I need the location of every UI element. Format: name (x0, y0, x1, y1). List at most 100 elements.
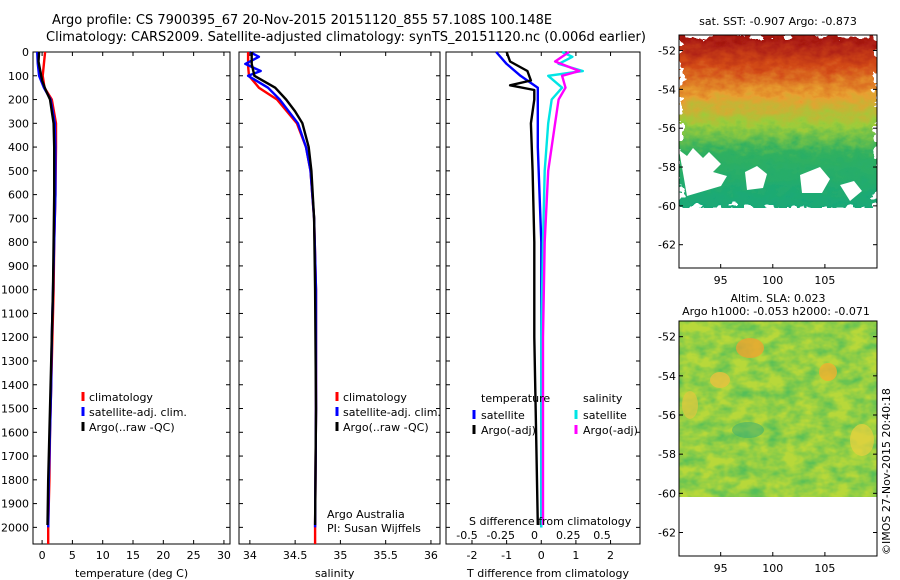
x-tick-label: -1 (501, 549, 512, 562)
sla_map-title-1: Altim. SLA: 0.023 (730, 292, 825, 305)
difference-panel: -2 -1 0 1 2 T difference from climatology temp… (445, 50, 641, 580)
temperature-panel: 0 100 200 300 400 500 600 700 800 900 1000 1100 1200… (1, 46, 231, 580)
plot-title-line-1: Argo profile: CS 7900395_67 20-Nov-2015 … (52, 13, 553, 28)
y-tick-label: 1000 (1, 284, 29, 297)
legend-label: climatology (89, 391, 153, 404)
x-axis-label: temperature (deg C) (75, 567, 188, 580)
plot-title-line-2: Climatology: CARS2009. Satellite-adjuste… (46, 30, 646, 45)
map-panels: -52 -54 -56 -58 -60 -62 95 100 105 sat. SST: -0.9… (658, 15, 878, 575)
annotation-text: PI: Susan Wijffels (327, 522, 421, 535)
y-tick-label: 300 (8, 117, 29, 130)
sla_map-title-2: Argo h1000: -0.053 h2000: -0.071 (682, 305, 870, 318)
legend-label: satellite-adj. clim. (89, 406, 187, 419)
x-tick-label-s: 0 (531, 529, 538, 542)
map-y-tick-label: -60 (658, 200, 676, 213)
y-tick-label: 1300 (1, 355, 29, 368)
x-tick-label: 2 (607, 549, 614, 562)
x-tick-label: 5 (69, 549, 76, 562)
map-y-tick-label: -58 (658, 161, 676, 174)
legend-label: satellite-adj. clim. (343, 406, 441, 419)
y-tick-label: 500 (8, 165, 29, 178)
x-tick-label: -2 (466, 549, 477, 562)
map-x-tick-label: 95 (714, 274, 728, 287)
profile-panels: 0100200300400500600700800900100011001200… (1, 46, 641, 580)
difference-axes-frame (445, 51, 641, 545)
top-axis-label: S difference from climatology (469, 515, 632, 528)
map-y-tick-label: -52 (658, 45, 676, 58)
legend-label: Argo(..raw -QC) (89, 421, 175, 434)
y-tick-label: 1900 (1, 498, 29, 511)
salinity-panel: 34 34.5 35 35.5 36 salinity climatology satelli… (238, 50, 441, 580)
series-satellite-adj--clim- (244, 50, 318, 528)
x-tick-label: 25 (187, 549, 201, 562)
annotation-text: Argo Australia (327, 508, 405, 521)
y-tick-label: 900 (8, 260, 29, 273)
map-x-tick-label: 105 (814, 274, 835, 287)
legend-label: satellite (481, 409, 525, 422)
x-tick-label-s: -0.25 (487, 529, 515, 542)
map-y-tick-label: -52 (658, 331, 676, 344)
sst-map-image (679, 35, 877, 208)
y-tick-label: 0 (22, 46, 29, 59)
legend-label: Argo(-adj) (481, 424, 536, 437)
y-tick-label: 1200 (1, 331, 29, 344)
map-y-tick-label: -62 (658, 527, 676, 540)
x-tick-label: 15 (126, 549, 140, 562)
map-x-tick-label: 100 (762, 562, 783, 575)
map-y-tick-label: -62 (658, 239, 676, 252)
map-x-tick-label: 100 (762, 274, 783, 287)
x-tick-label: 20 (156, 549, 170, 562)
x-tick-label: 34.5 (283, 549, 308, 562)
series-salinity-satellite (540, 50, 584, 528)
y-tick-label: 400 (8, 141, 29, 154)
salinity-axes-frame (238, 51, 441, 545)
y-tick-label: 200 (8, 94, 29, 107)
y-tick-label: 700 (8, 212, 29, 225)
series-temperature-argo--adj- (505, 51, 539, 526)
y-tick-label: 1100 (1, 307, 29, 320)
x-tick-label-s: 0.25 (556, 529, 581, 542)
y-tick-label: 2000 (1, 521, 29, 534)
map-x-tick-label: 105 (814, 562, 835, 575)
legend-label: climatology (343, 391, 407, 404)
x-tick-label: 36 (424, 549, 438, 562)
y-tick-label: 100 (8, 70, 29, 83)
x-tick-label-s: 0.5 (593, 529, 611, 542)
map-y-tick-label: -54 (658, 370, 676, 383)
x-tick-label-s: -0.5 (456, 529, 477, 542)
legend-label: Argo(..raw -QC) (343, 421, 429, 434)
series-climatology (246, 52, 318, 544)
sla-map-image (679, 321, 877, 497)
legend-title-temperature: temperature (481, 392, 550, 405)
legend-label: Argo(-adj) (583, 424, 638, 437)
series-argo---raw--qc- (250, 52, 318, 526)
x-axis-label: salinity (315, 567, 355, 580)
x-tick-label: 10 (96, 549, 110, 562)
legend-label: satellite (583, 409, 627, 422)
sla_map-axes: -52 -54 -56 -58 -60 -62 95 100 105 Altim. SLA: 0.… (658, 292, 878, 575)
y-tick-label: 600 (8, 189, 29, 202)
legend-title-salinity: salinity (583, 392, 623, 405)
y-tick-label: 1700 (1, 450, 29, 463)
temperature-axes-frame (32, 51, 231, 545)
sst_map-axes: -52 -54 -56 -58 -60 -62 95 100 105 sat. SST: -0.9… (658, 15, 878, 287)
map-y-tick-label: -58 (658, 448, 676, 461)
map-y-tick-label: -56 (658, 409, 676, 422)
series-salinity-argo--adj- (541, 51, 581, 525)
map-y-tick-label: -60 (658, 487, 676, 500)
x-axis-label: T difference from climatology (466, 567, 629, 580)
map-y-tick-label: -56 (658, 122, 676, 135)
x-tick-label: 35 (333, 549, 347, 562)
x-tick-label: 0 (538, 549, 545, 562)
y-tick-label: 1500 (1, 403, 29, 416)
x-tick-label: 35.5 (373, 549, 398, 562)
x-tick-label: 1 (572, 549, 579, 562)
x-tick-label: 30 (217, 549, 231, 562)
sla_map-frame (678, 320, 878, 557)
map-y-tick-label: -54 (658, 83, 676, 96)
y-tick-label: 1600 (1, 426, 29, 439)
y-tick-label: 800 (8, 236, 29, 249)
x-tick-label: 34 (243, 549, 257, 562)
sst_map-title-1: sat. SST: -0.907 Argo: -0.873 (699, 15, 857, 28)
